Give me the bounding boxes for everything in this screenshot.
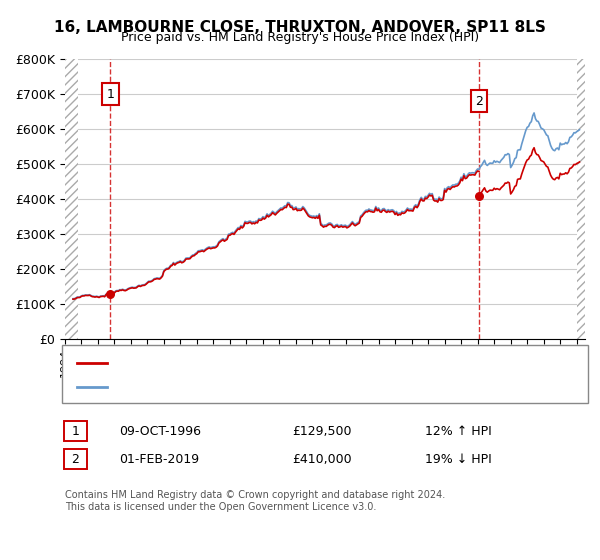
Text: 2: 2 [475, 95, 483, 108]
Text: 16, LAMBOURNE CLOSE, THRUXTON, ANDOVER, SP11 8LS (detached house): 16, LAMBOURNE CLOSE, THRUXTON, ANDOVER, … [116, 358, 540, 368]
Text: 2: 2 [68, 453, 83, 466]
Text: £129,500: £129,500 [293, 425, 352, 438]
Text: 12% ↑ HPI: 12% ↑ HPI [425, 425, 491, 438]
Text: 09-OCT-1996: 09-OCT-1996 [119, 425, 201, 438]
Point [106, 289, 115, 298]
Text: HPI: Average price, detached house, Test Valley: HPI: Average price, detached house, Test… [116, 382, 381, 392]
Text: Price paid vs. HM Land Registry's House Price Index (HPI): Price paid vs. HM Land Registry's House … [121, 31, 479, 44]
Bar [65, 59, 79, 339]
Bar [577, 59, 585, 339]
Text: 1: 1 [107, 88, 115, 101]
Text: £410,000: £410,000 [293, 453, 352, 466]
Text: 01-FEB-2019: 01-FEB-2019 [119, 453, 199, 466]
Text: 19% ↓ HPI: 19% ↓ HPI [425, 453, 491, 466]
Text: 1: 1 [68, 425, 83, 438]
Text: 16, LAMBOURNE CLOSE, THRUXTON, ANDOVER, SP11 8LS: 16, LAMBOURNE CLOSE, THRUXTON, ANDOVER, … [54, 20, 546, 35]
Point [474, 191, 484, 200]
Text: Contains HM Land Registry data © Crown copyright and database right 2024.
This d: Contains HM Land Registry data © Crown c… [65, 490, 445, 512]
